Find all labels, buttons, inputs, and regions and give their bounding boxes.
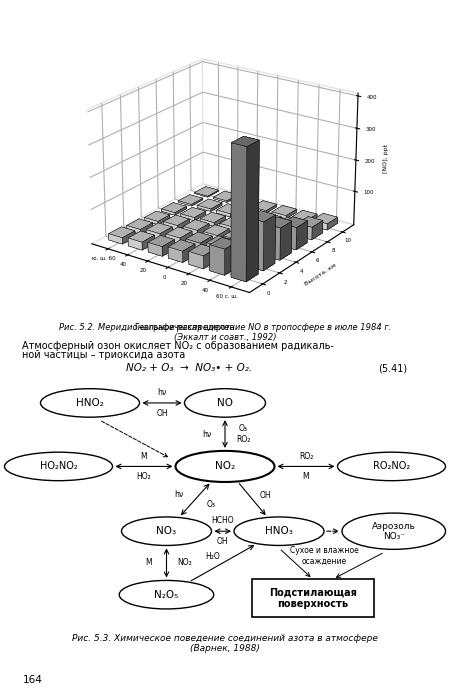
Text: M: M xyxy=(303,472,309,482)
Text: OH: OH xyxy=(217,537,229,546)
Text: (Эккалт и соавт., 1992): (Эккалт и соавт., 1992) xyxy=(174,333,276,342)
Text: ной частицы – триоксида азота: ной частицы – триоксида азота xyxy=(22,350,186,360)
Text: Географическая широта: Географическая широта xyxy=(135,323,234,332)
Ellipse shape xyxy=(176,451,274,482)
Text: Атмосферный озон окисляет NO₂ с образованием радикаль-: Атмосферный озон окисляет NO₂ с образова… xyxy=(22,341,334,351)
Text: Рис. 5.3. Химическое поведение соединений азота в атмосфере: Рис. 5.3. Химическое поведение соединени… xyxy=(72,634,378,643)
Text: Аэрозоль
NO₃⁻: Аэрозоль NO₃⁻ xyxy=(372,522,416,541)
Text: HNO₃: HNO₃ xyxy=(265,527,293,536)
Ellipse shape xyxy=(4,452,112,481)
Text: N₂O₅: N₂O₅ xyxy=(154,589,179,600)
Text: HO₂: HO₂ xyxy=(137,472,151,482)
Text: NO₂ + O₃  →  NO₃• + O₂.: NO₂ + O₃ → NO₃• + O₂. xyxy=(126,363,252,373)
Text: Сухое и влажное
осаждение: Сухое и влажное осаждение xyxy=(290,546,358,565)
Text: RO₂NO₂: RO₂NO₂ xyxy=(373,462,410,471)
Text: OH: OH xyxy=(260,491,271,500)
Text: OH: OH xyxy=(156,409,168,418)
Text: NO₂: NO₂ xyxy=(215,462,235,471)
Text: (Варнек, 1988): (Варнек, 1988) xyxy=(190,644,260,653)
Text: HCHO: HCHO xyxy=(212,516,234,525)
Text: H₂O: H₂O xyxy=(205,553,220,562)
Ellipse shape xyxy=(234,517,324,545)
Text: O₃
RO₂: O₃ RO₂ xyxy=(236,424,250,444)
Text: M: M xyxy=(145,558,152,567)
FancyBboxPatch shape xyxy=(252,579,374,617)
Ellipse shape xyxy=(338,452,446,481)
Text: Подстилающая
поверхность: Подстилающая поверхность xyxy=(269,587,357,609)
Y-axis label: Высота, км: Высота, км xyxy=(303,263,337,287)
Text: NO: NO xyxy=(217,398,233,408)
Ellipse shape xyxy=(119,580,214,609)
Text: (5.41): (5.41) xyxy=(378,363,407,373)
Text: NO₂: NO₂ xyxy=(177,558,192,567)
Text: HNO₂: HNO₂ xyxy=(76,398,104,408)
Ellipse shape xyxy=(40,388,140,417)
Ellipse shape xyxy=(342,513,446,549)
Text: hν: hν xyxy=(158,388,166,397)
Text: hν: hν xyxy=(175,490,184,499)
Ellipse shape xyxy=(184,388,266,417)
Ellipse shape xyxy=(122,517,212,545)
Text: Рис. 5.2. Меридиональное распределение NO в тропосфере в июле 1984 г.: Рис. 5.2. Меридиональное распределение N… xyxy=(59,323,391,332)
Text: hν: hν xyxy=(202,430,211,439)
Text: M: M xyxy=(141,451,147,461)
Text: O₃: O₃ xyxy=(207,500,216,509)
Text: RO₂: RO₂ xyxy=(299,451,313,461)
Text: NO₃: NO₃ xyxy=(157,527,176,536)
Text: 164: 164 xyxy=(22,676,42,685)
Text: HO₂NO₂: HO₂NO₂ xyxy=(40,462,77,471)
